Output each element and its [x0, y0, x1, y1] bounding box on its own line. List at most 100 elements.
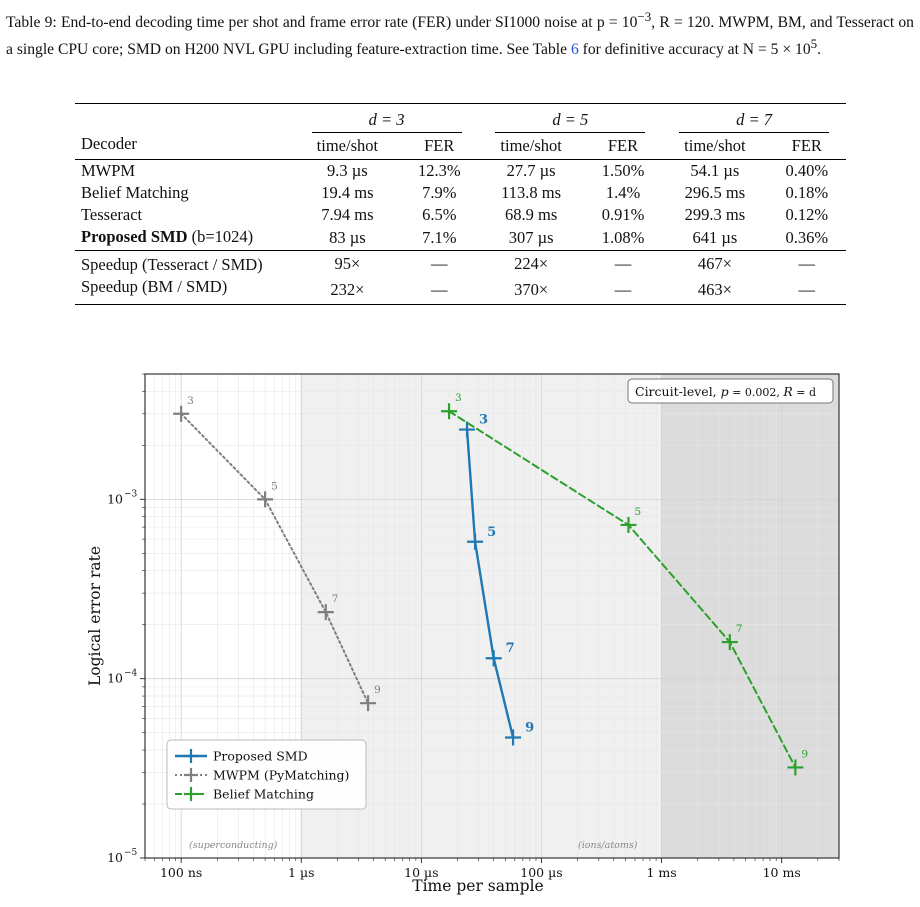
series-line — [180, 412, 370, 705]
table-cell: 83 µs — [329, 228, 366, 247]
speedup-row: Speedup (BM / SMD) 232× — 370× — 463× — — [75, 276, 846, 305]
table-row: Tesseract 7.94 ms 6.5% 68.9 ms 0.91% 299… — [75, 204, 846, 226]
svg-text:Circuit-level, p = 0.002, R =: Circuit-level, p = 0.002, R = d — [635, 384, 816, 399]
caption-text-1: End-to-end decoding time per shot and fr… — [60, 14, 638, 32]
x-axis-label: Time per sample — [412, 877, 543, 895]
table-cell: 0.18% — [785, 183, 829, 202]
x-tick-label: 10 ms — [763, 865, 801, 880]
table-cell: 0.91% — [601, 205, 645, 224]
point-label: 7 — [332, 593, 339, 605]
y-tick-exponent: −3 — [124, 489, 138, 499]
header-fer-d5: FER — [607, 136, 639, 155]
caption-exp-1: −3 — [637, 9, 652, 24]
legend-item: Proposed SMD — [175, 749, 308, 764]
header-time-d5: time/shot — [500, 136, 562, 155]
row-decoder: Tesseract — [81, 205, 143, 224]
table-cell: 12.3% — [417, 161, 461, 180]
table-cell: 7.94 ms — [321, 205, 374, 224]
table-cell: — — [431, 280, 448, 299]
data-point: 5 — [620, 506, 641, 533]
data-point: 7 — [317, 593, 339, 621]
row-decoder: Speedup (BM / SMD) — [81, 277, 228, 296]
table-cell: 641 µs — [692, 228, 738, 247]
table-cell: 224× — [514, 253, 549, 273]
caption-text-4: . — [817, 41, 822, 59]
info-box-p-val: = 0.002, — [729, 386, 784, 399]
info-box-p: p — [721, 384, 729, 399]
table-cell: — — [614, 280, 632, 299]
data-point: 9 — [787, 748, 808, 776]
table-cell: 232× — [330, 280, 365, 299]
table-cell: 0.40% — [785, 161, 829, 180]
series-line — [465, 428, 515, 739]
table-cell: 27.7 µs — [506, 161, 556, 180]
legend-label: MWPM (PyMatching) — [213, 768, 349, 783]
point-label: 9 — [525, 720, 534, 735]
region-label-superconducting: (superconducting) — [189, 840, 278, 851]
caption-table-ref[interactable]: 6 — [570, 41, 579, 59]
results-table: d = 3 d = 5 d = 7 Decoder time/shot FER … — [75, 103, 846, 305]
y-tick-label: 10 — [107, 491, 123, 506]
table-row: Belief Matching 19.4 ms 7.9% 113.8 ms 1.… — [75, 182, 846, 204]
table-caption: Table 9: End-to-end decoding time per sh… — [6, 6, 914, 60]
header-fer-d7: FER — [791, 136, 822, 155]
legend-label: Belief Matching — [213, 787, 314, 802]
y-tick-exponent: −4 — [124, 669, 138, 679]
table-cell: 1.08% — [601, 228, 645, 247]
group-header-row: d = 3 d = 5 d = 7 — [75, 103, 846, 133]
point-label: 9 — [374, 684, 381, 696]
data-point: 3 — [173, 395, 194, 422]
table-cell: 54.1 µs — [690, 161, 740, 180]
x-tick-label: 100 µs — [520, 865, 562, 880]
group-d3: d = 3 — [311, 110, 462, 133]
point-label: 9 — [801, 748, 808, 760]
data-point: 7 — [721, 623, 743, 651]
point-label: 3 — [455, 392, 462, 404]
point-label: 7 — [736, 623, 743, 635]
table-cell: 0.36% — [785, 228, 829, 247]
header-decoder: Decoder — [81, 134, 137, 153]
header-time-d3: time/shot — [316, 136, 379, 155]
point-label: 5 — [634, 506, 641, 518]
header-fer-d3: FER — [424, 136, 455, 155]
y-axis-label: Logical error rate — [86, 546, 104, 686]
series-line — [448, 410, 797, 769]
caption-text-3: for definitive accuracy at N = 5 × 10 — [578, 41, 811, 59]
row-decoder: Belief Matching — [81, 183, 189, 202]
table-cell: — — [431, 253, 448, 273]
table-cell: 307 µs — [508, 228, 554, 247]
group-d5: d = 5 — [495, 110, 646, 133]
info-box-r: R — [782, 384, 792, 399]
proposed-row: Proposed SMD (b=1024) 83 µs 7.1% 307 µs … — [75, 226, 846, 251]
table-cell: 68.9 ms — [504, 205, 558, 224]
table-cell: 7.1% — [422, 228, 457, 247]
caption-exp-2: 5 — [810, 36, 818, 52]
table-cell: 370× — [514, 280, 549, 299]
table-cell: 1.50% — [601, 161, 645, 180]
y-tick-label: 10 — [107, 850, 123, 865]
point-label: 5 — [271, 480, 278, 492]
legend-item: Belief Matching — [175, 787, 314, 802]
table-cell: 113.8 ms — [501, 183, 562, 202]
data-point: 7 — [485, 641, 515, 667]
info-box-r-val: = d — [793, 386, 816, 399]
x-tick-label: 100 ns — [160, 865, 202, 880]
data-point: 3 — [441, 392, 462, 420]
legend-item: MWPM (PyMatching) — [175, 768, 349, 783]
plot-frame — [144, 373, 840, 859]
table-cell: 6.5% — [422, 205, 457, 224]
table-cell: 296.5 ms — [684, 183, 746, 202]
row-decoder: Speedup (Tesseract / SMD) — [81, 255, 263, 274]
point-label: 7 — [506, 641, 515, 656]
point-label: 3 — [479, 413, 488, 428]
data-point: 9 — [360, 684, 381, 712]
y-tick-label: 10 — [107, 671, 123, 686]
data-point: 5 — [257, 480, 278, 508]
table-cell: 9.3 µs — [327, 161, 368, 180]
proposed-name: Proposed SMD — [81, 227, 188, 246]
chart-legend: Proposed SMD MWPM (PyMatching) Belief Matc… — [166, 739, 367, 810]
data-point: 3 — [459, 413, 488, 438]
table-cell: — — [798, 280, 816, 299]
caption-label: Table 9: — [6, 14, 57, 32]
